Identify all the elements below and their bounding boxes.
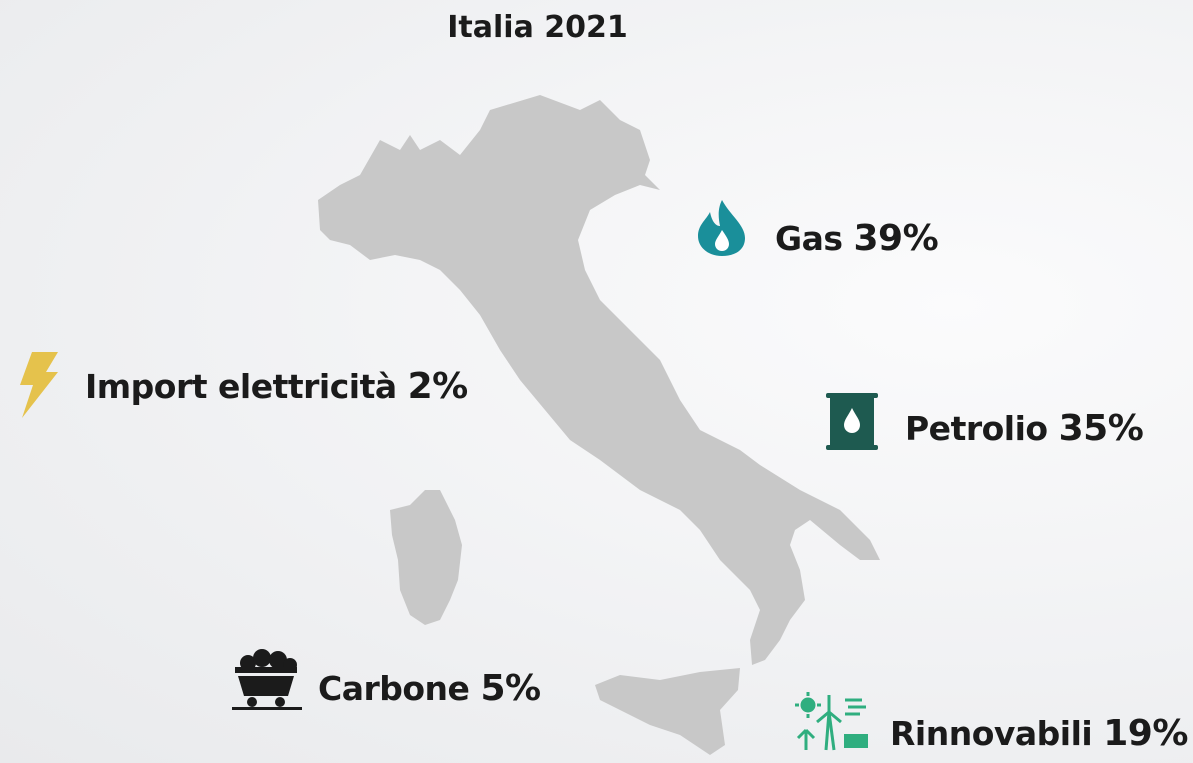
source-name: Petrolio bbox=[905, 409, 1048, 448]
source-name: Gas bbox=[775, 219, 843, 258]
lightning-icon bbox=[20, 352, 58, 418]
source-share: 19% bbox=[1103, 713, 1188, 754]
gas-icon bbox=[698, 200, 745, 256]
source-share: 35% bbox=[1058, 408, 1144, 449]
source-share: 39% bbox=[853, 218, 939, 259]
gas-label: Gas 39% bbox=[775, 218, 939, 259]
title: Italia 2021 bbox=[447, 10, 628, 45]
source-share: 5% bbox=[480, 668, 541, 709]
coal-label: Carbone 5% bbox=[318, 668, 541, 709]
source-share: 2% bbox=[407, 366, 469, 407]
renewables-label: Rinnovabili 19% bbox=[890, 713, 1188, 754]
import-label: Import elettricità 2% bbox=[85, 366, 468, 407]
mainland bbox=[318, 95, 880, 665]
renewables-icon bbox=[795, 692, 868, 751]
source-name: Rinnovabili bbox=[890, 714, 1093, 753]
sardinia bbox=[390, 490, 462, 625]
oil-label: Petrolio 35% bbox=[905, 408, 1144, 449]
source-name: Carbone bbox=[318, 669, 470, 708]
coal-cart-icon bbox=[232, 649, 302, 710]
oil-barrel-icon bbox=[826, 393, 878, 450]
italy-map bbox=[318, 95, 880, 755]
sicily bbox=[595, 668, 740, 755]
source-name: Import elettricità bbox=[85, 367, 397, 406]
